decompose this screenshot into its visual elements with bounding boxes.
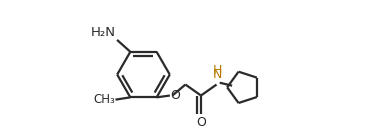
Text: O: O [196,116,206,129]
Text: H₂N: H₂N [91,26,116,39]
Text: N: N [213,68,222,81]
Text: CH₃: CH₃ [93,93,115,106]
Text: H: H [213,64,222,77]
Text: O: O [170,89,180,102]
